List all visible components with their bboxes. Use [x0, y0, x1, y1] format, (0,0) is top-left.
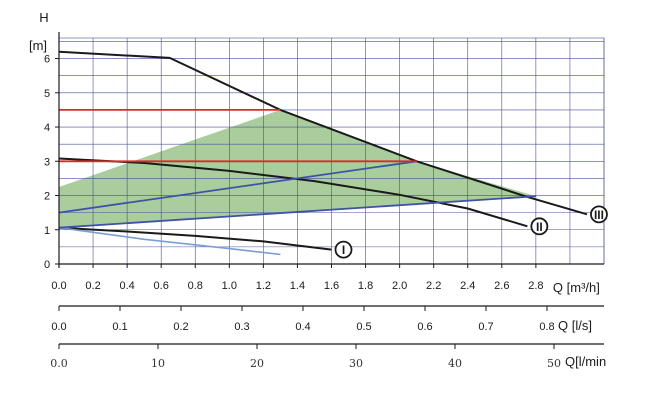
- y-axis-unit: [m]: [29, 38, 47, 53]
- x-tick-label-ls: 0.6: [417, 321, 432, 333]
- y-tick-label: 5: [44, 88, 50, 100]
- y-tick-label: 1: [44, 225, 50, 237]
- y-tick-label: 4: [44, 122, 50, 134]
- chart-axes: [55, 32, 604, 349]
- x-axis-title-lmin: Q[l/min: [565, 354, 606, 369]
- x-tick-label-m3h: 1.6: [324, 280, 339, 292]
- x-tick-label-m3h: 1.4: [290, 280, 305, 292]
- x-tick-label-m3h: 1.2: [256, 280, 271, 292]
- x-tick-label-ls: 0.3: [234, 321, 249, 333]
- series-label-iii: III: [594, 208, 604, 222]
- series-label-ii: II: [536, 220, 543, 234]
- x-tick-label-m3h: 2.6: [494, 280, 509, 292]
- x-tick-label-ls: 0.4: [295, 321, 310, 333]
- x-tick-label-m3h: 2.0: [392, 280, 407, 292]
- x-tick-label-m3h: 1.0: [222, 280, 237, 292]
- x-tick-label-lmin: 0.0: [50, 357, 68, 370]
- x-tick-label-ls: 0.1: [112, 321, 127, 333]
- series-line-ii: [58, 157, 528, 228]
- x-tick-label-m3h: 2.8: [528, 280, 543, 292]
- x-tick-label-m3h: 1.8: [358, 280, 373, 292]
- x-tick-label-ls: 0.7: [478, 321, 493, 333]
- y-tick-label: 2: [44, 191, 50, 203]
- series-line-aux-5: [58, 195, 536, 229]
- x-tick-label-m3h: 2.2: [426, 280, 441, 292]
- y-tick-label: 0: [44, 259, 50, 271]
- x-axis-title-ls: Q [l/s]: [558, 318, 592, 333]
- x-tick-label-ls: 0.8: [539, 321, 554, 333]
- x-tick-label-ls: 0.0: [51, 321, 66, 333]
- y-axis-title: H: [39, 10, 48, 25]
- series-marker-i: [334, 240, 353, 259]
- series-line-aux-3: [58, 226, 281, 256]
- series-line-i: [58, 226, 332, 251]
- series-marker-ii: [530, 217, 549, 236]
- x-tick-label-m3h: 0.8: [188, 280, 203, 292]
- chart-series: [58, 50, 588, 256]
- x-tick-label-m3h: 2.4: [460, 280, 475, 292]
- x-tick-label-m3h: 0.2: [85, 280, 100, 292]
- x-tick-label-m3h: 0.4: [119, 280, 134, 292]
- x-axis-title-m3h: Q [m³/h]: [553, 280, 600, 295]
- x-tick-label-m3h: 0.6: [154, 280, 169, 292]
- series-marker-iii: [590, 205, 608, 224]
- x-tick-label-lmin: 10: [151, 357, 165, 370]
- x-tick-label-m3h: 0.0: [51, 280, 66, 292]
- x-tick-label-lmin: 20: [250, 357, 264, 370]
- y-tick-label: 3: [44, 156, 50, 168]
- x-tick-label-ls: 0.5: [356, 321, 371, 333]
- x-tick-label-lmin: 40: [448, 357, 462, 370]
- chart-grid: [58, 37, 605, 265]
- series-line-aux-4: [58, 160, 417, 214]
- x-tick-label-lmin: 50: [547, 357, 561, 370]
- x-tick-label-lmin: 30: [349, 357, 363, 370]
- y-tick-label: 6: [44, 54, 50, 66]
- series-line-iii: [58, 50, 588, 216]
- x-tick-label-ls: 0.2: [173, 321, 188, 333]
- series-label-i: I: [342, 243, 345, 257]
